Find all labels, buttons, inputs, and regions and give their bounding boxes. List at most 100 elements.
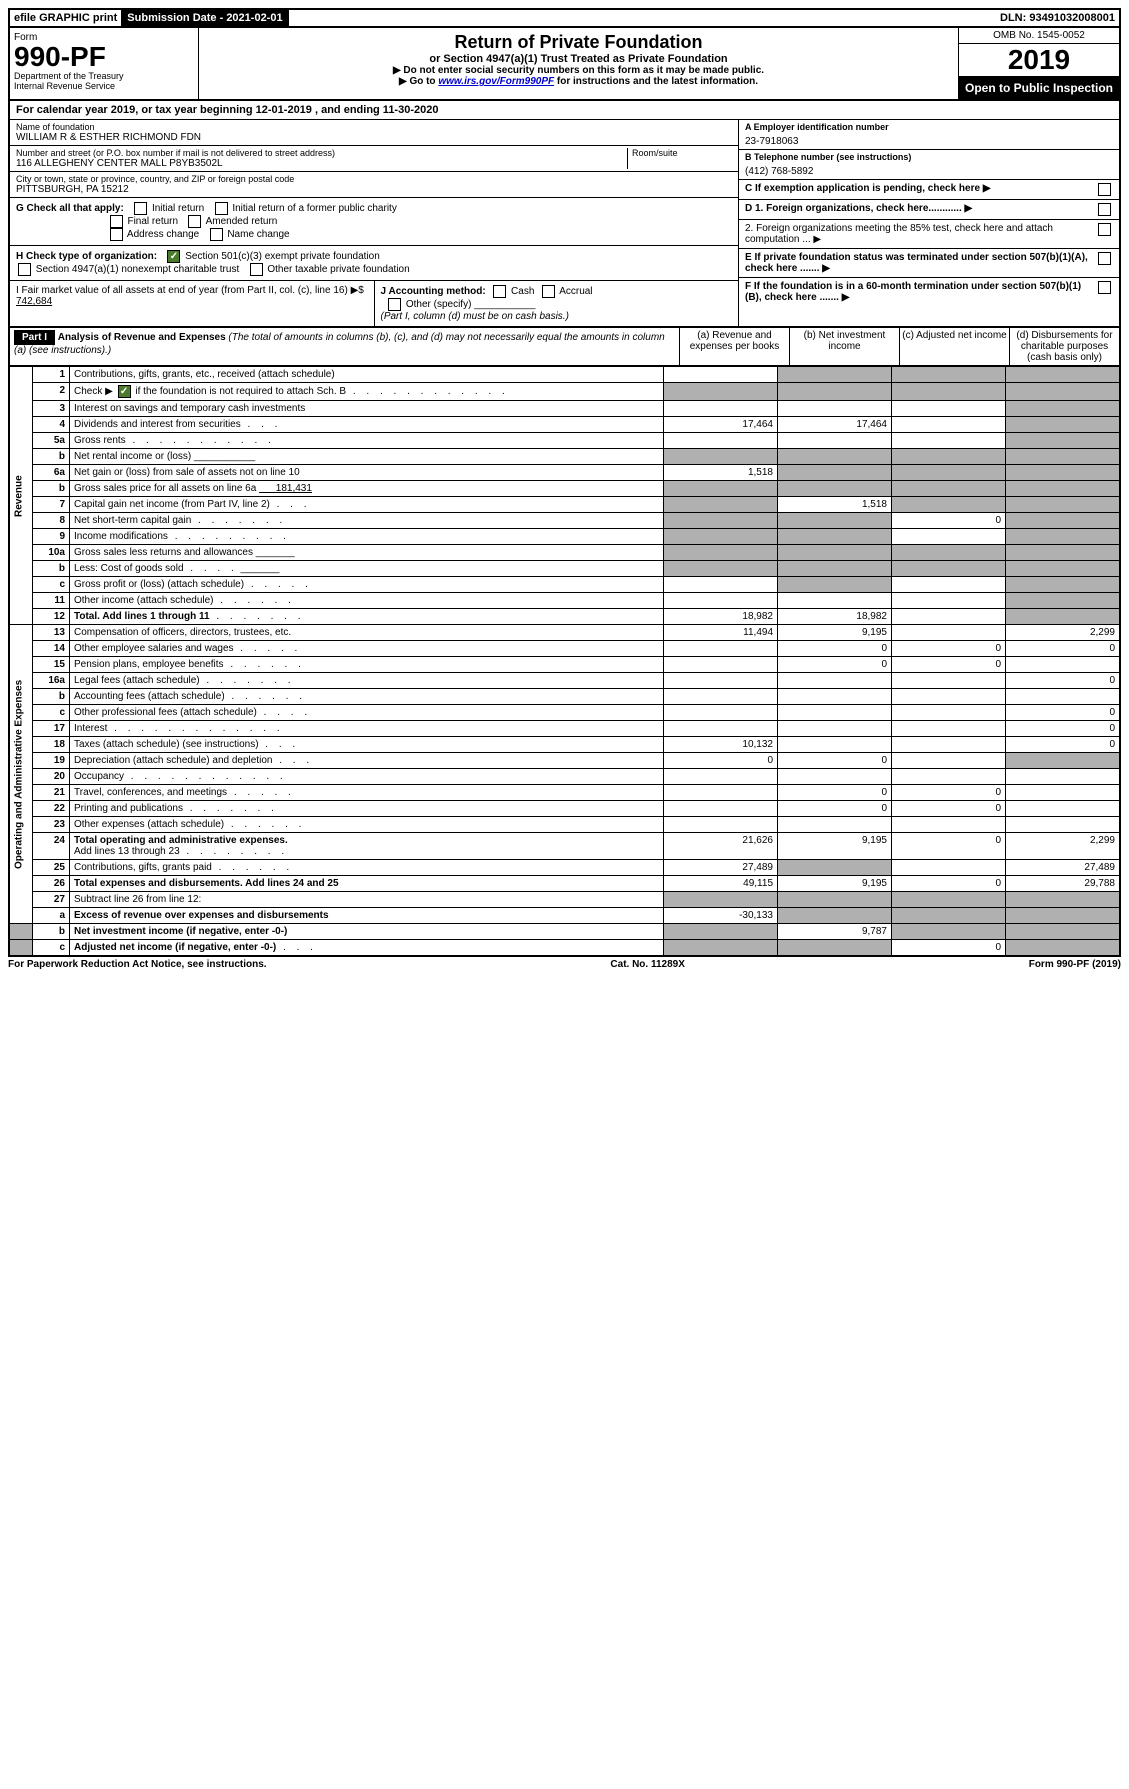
checkbox-f[interactable] (1098, 281, 1111, 294)
instr-link[interactable]: www.irs.gov/Form990PF (438, 76, 554, 87)
omb: OMB No. 1545-0052 (959, 28, 1119, 44)
form-id: Form 990-PF Department of the Treasury I… (10, 28, 199, 99)
row-16a: 16aLegal fees (attach schedule) . . . . … (9, 673, 1120, 689)
city-row: City or town, state or province, country… (10, 172, 738, 198)
checkbox-e[interactable] (1098, 252, 1111, 265)
row-25: 25Contributions, gifts, grants paid . . … (9, 860, 1120, 876)
row-16c: cOther professional fees (attach schedul… (9, 705, 1120, 721)
row-16b: bAccounting fees (attach schedule) . . .… (9, 689, 1120, 705)
checkbox-other-tax[interactable] (250, 263, 263, 276)
checkbox-addr-change[interactable] (110, 228, 123, 241)
checkbox-501c3[interactable]: ✓ (167, 250, 180, 263)
row-6b: bGross sales price for all assets on lin… (9, 481, 1120, 497)
row-20: 20Occupancy . . . . . . . . . . . . (9, 769, 1120, 785)
h-checks: H Check type of organization: ✓ Section … (10, 246, 738, 281)
form-meta: OMB No. 1545-0052 2019 Open to Public In… (958, 28, 1119, 99)
pra-notice: For Paperwork Reduction Act Notice, see … (8, 959, 267, 970)
cat-no: Cat. No. 11289X (610, 959, 684, 970)
form-title-block: Return of Private Foundation or Section … (199, 28, 958, 99)
row-3: 3Interest on savings and temporary cash … (9, 401, 1120, 417)
info-block: Name of foundation WILLIAM R & ESTHER RI… (8, 120, 1121, 328)
checkbox-amended[interactable] (188, 215, 201, 228)
row-24: 24Total operating and administrative exp… (9, 833, 1120, 860)
checkbox-d1[interactable] (1098, 203, 1111, 216)
part1-label: Part I (14, 330, 55, 345)
checkbox-d2[interactable] (1098, 223, 1111, 236)
tel-row: B Telephone number (see instructions) (4… (739, 150, 1119, 180)
dept: Department of the Treasury (14, 71, 194, 81)
form-title: Return of Private Foundation (203, 32, 954, 53)
row-19: 19Depreciation (attach schedule) and dep… (9, 753, 1120, 769)
row-18: 18Taxes (attach schedule) (see instructi… (9, 737, 1120, 753)
row-5b: bNet rental income or (loss) ___________ (9, 449, 1120, 465)
row-27c: cAdjusted net income (if negative, enter… (9, 940, 1120, 957)
foundation-name-row: Name of foundation WILLIAM R & ESTHER RI… (10, 120, 738, 146)
row-4: 4Dividends and interest from securities … (9, 417, 1120, 433)
row-14: 14Other employee salaries and wages . . … (9, 641, 1120, 657)
row-10b: bLess: Cost of goods sold . . . . ______… (9, 561, 1120, 577)
d2-check: 2. Foreign organizations meeting the 85%… (739, 220, 1119, 249)
row-6a: 6aNet gain or (loss) from sale of assets… (9, 465, 1120, 481)
irs: Internal Revenue Service (14, 81, 194, 91)
checkbox-c[interactable] (1098, 183, 1111, 196)
checkbox-cash[interactable] (493, 285, 506, 298)
row-5a: 5aGross rents . . . . . . . . . . . (9, 433, 1120, 449)
address-row: Number and street (or P.O. box number if… (10, 146, 738, 172)
d1-check: D 1. Foreign organizations, check here..… (739, 200, 1119, 220)
row-8: 8Net short-term capital gain . . . . . .… (9, 513, 1120, 529)
row-12: 12Total. Add lines 1 through 11 . . . . … (9, 609, 1120, 625)
row-2: 2 Check ▶ ✓ if the foundation is not req… (9, 383, 1120, 401)
form-header-block: Form 990-PF Department of the Treasury I… (8, 28, 1121, 101)
row-7: 7Capital gain net income (from Part IV, … (9, 497, 1120, 513)
row-15: 15Pension plans, employee benefits . . .… (9, 657, 1120, 673)
row-10a: 10aGross sales less returns and allowanc… (9, 545, 1120, 561)
checkbox-name-change[interactable] (210, 228, 223, 241)
row-9: 9Income modifications . . . . . . . . . (9, 529, 1120, 545)
checkbox-schb[interactable]: ✓ (118, 385, 131, 398)
checkbox-accrual[interactable] (542, 285, 555, 298)
row-13: Operating and Administrative Expenses 13… (9, 625, 1120, 641)
open-public: Open to Public Inspection (959, 77, 1119, 99)
row-27a: aExcess of revenue over expenses and dis… (9, 908, 1120, 924)
e-check: E If private foundation status was termi… (739, 249, 1119, 278)
checkbox-final[interactable] (110, 215, 123, 228)
i-j-row: I Fair market value of all assets at end… (10, 281, 738, 326)
row-22: 22Printing and publications . . . . . . … (9, 801, 1120, 817)
row-26: 26Total expenses and disbursements. Add … (9, 876, 1120, 892)
col-b-hdr: (b) Net investment income (789, 328, 899, 365)
row-23: 23Other expenses (attach schedule) . . .… (9, 817, 1120, 833)
submission-date: Submission Date - 2021-02-01 (123, 10, 288, 26)
row-1: Revenue 1Contributions, gifts, grants, e… (9, 367, 1120, 383)
part1-table: Revenue 1Contributions, gifts, grants, e… (8, 366, 1121, 957)
row-11: 11Other income (attach schedule) . . . .… (9, 593, 1120, 609)
c-check: C If exemption application is pending, c… (739, 180, 1119, 200)
checkbox-4947[interactable] (18, 263, 31, 276)
col-a-hdr: (a) Revenue and expenses per books (679, 328, 789, 365)
row-21: 21Travel, conferences, and meetings . . … (9, 785, 1120, 801)
form-subtitle: or Section 4947(a)(1) Trust Treated as P… (203, 53, 954, 65)
tax-year: 2019 (959, 44, 1119, 77)
f-check: F If the foundation is in a 60-month ter… (739, 278, 1119, 306)
i-fmv: I Fair market value of all assets at end… (10, 281, 375, 326)
col-d-hdr: (d) Disbursements for charitable purpose… (1009, 328, 1119, 365)
calendar-year: For calendar year 2019, or tax year begi… (8, 101, 1121, 120)
checkbox-initial[interactable] (134, 202, 147, 215)
g-checks: G Check all that apply: Initial return I… (10, 198, 738, 246)
instr-2: ▶ Go to www.irs.gov/Form990PF for instru… (203, 76, 954, 87)
j-accounting: J Accounting method: Cash Accrual Other … (375, 281, 739, 326)
part1-header-row: Part I Analysis of Revenue and Expenses … (8, 328, 1121, 366)
row-10c: cGross profit or (loss) (attach schedule… (9, 577, 1120, 593)
row-27: 27Subtract line 26 from line 12: (9, 892, 1120, 908)
efile-header: efile GRAPHIC print Submission Date - 20… (8, 8, 1121, 28)
form-number: 990-PF (14, 43, 194, 71)
row-17: 17Interest . . . . . . . . . . . . . 0 (9, 721, 1120, 737)
col-c-hdr: (c) Adjusted net income (899, 328, 1009, 365)
efile-label: efile GRAPHIC print (10, 10, 123, 26)
page-footer: For Paperwork Reduction Act Notice, see … (8, 957, 1121, 972)
checkbox-other[interactable] (388, 298, 401, 311)
row-27b: bNet investment income (if negative, ent… (9, 924, 1120, 940)
form-ref: Form 990-PF (2019) (1029, 959, 1121, 970)
instr-1: ▶ Do not enter social security numbers o… (203, 65, 954, 76)
checkbox-initial-former[interactable] (215, 202, 228, 215)
dln: DLN: 93491032008001 (996, 10, 1119, 26)
